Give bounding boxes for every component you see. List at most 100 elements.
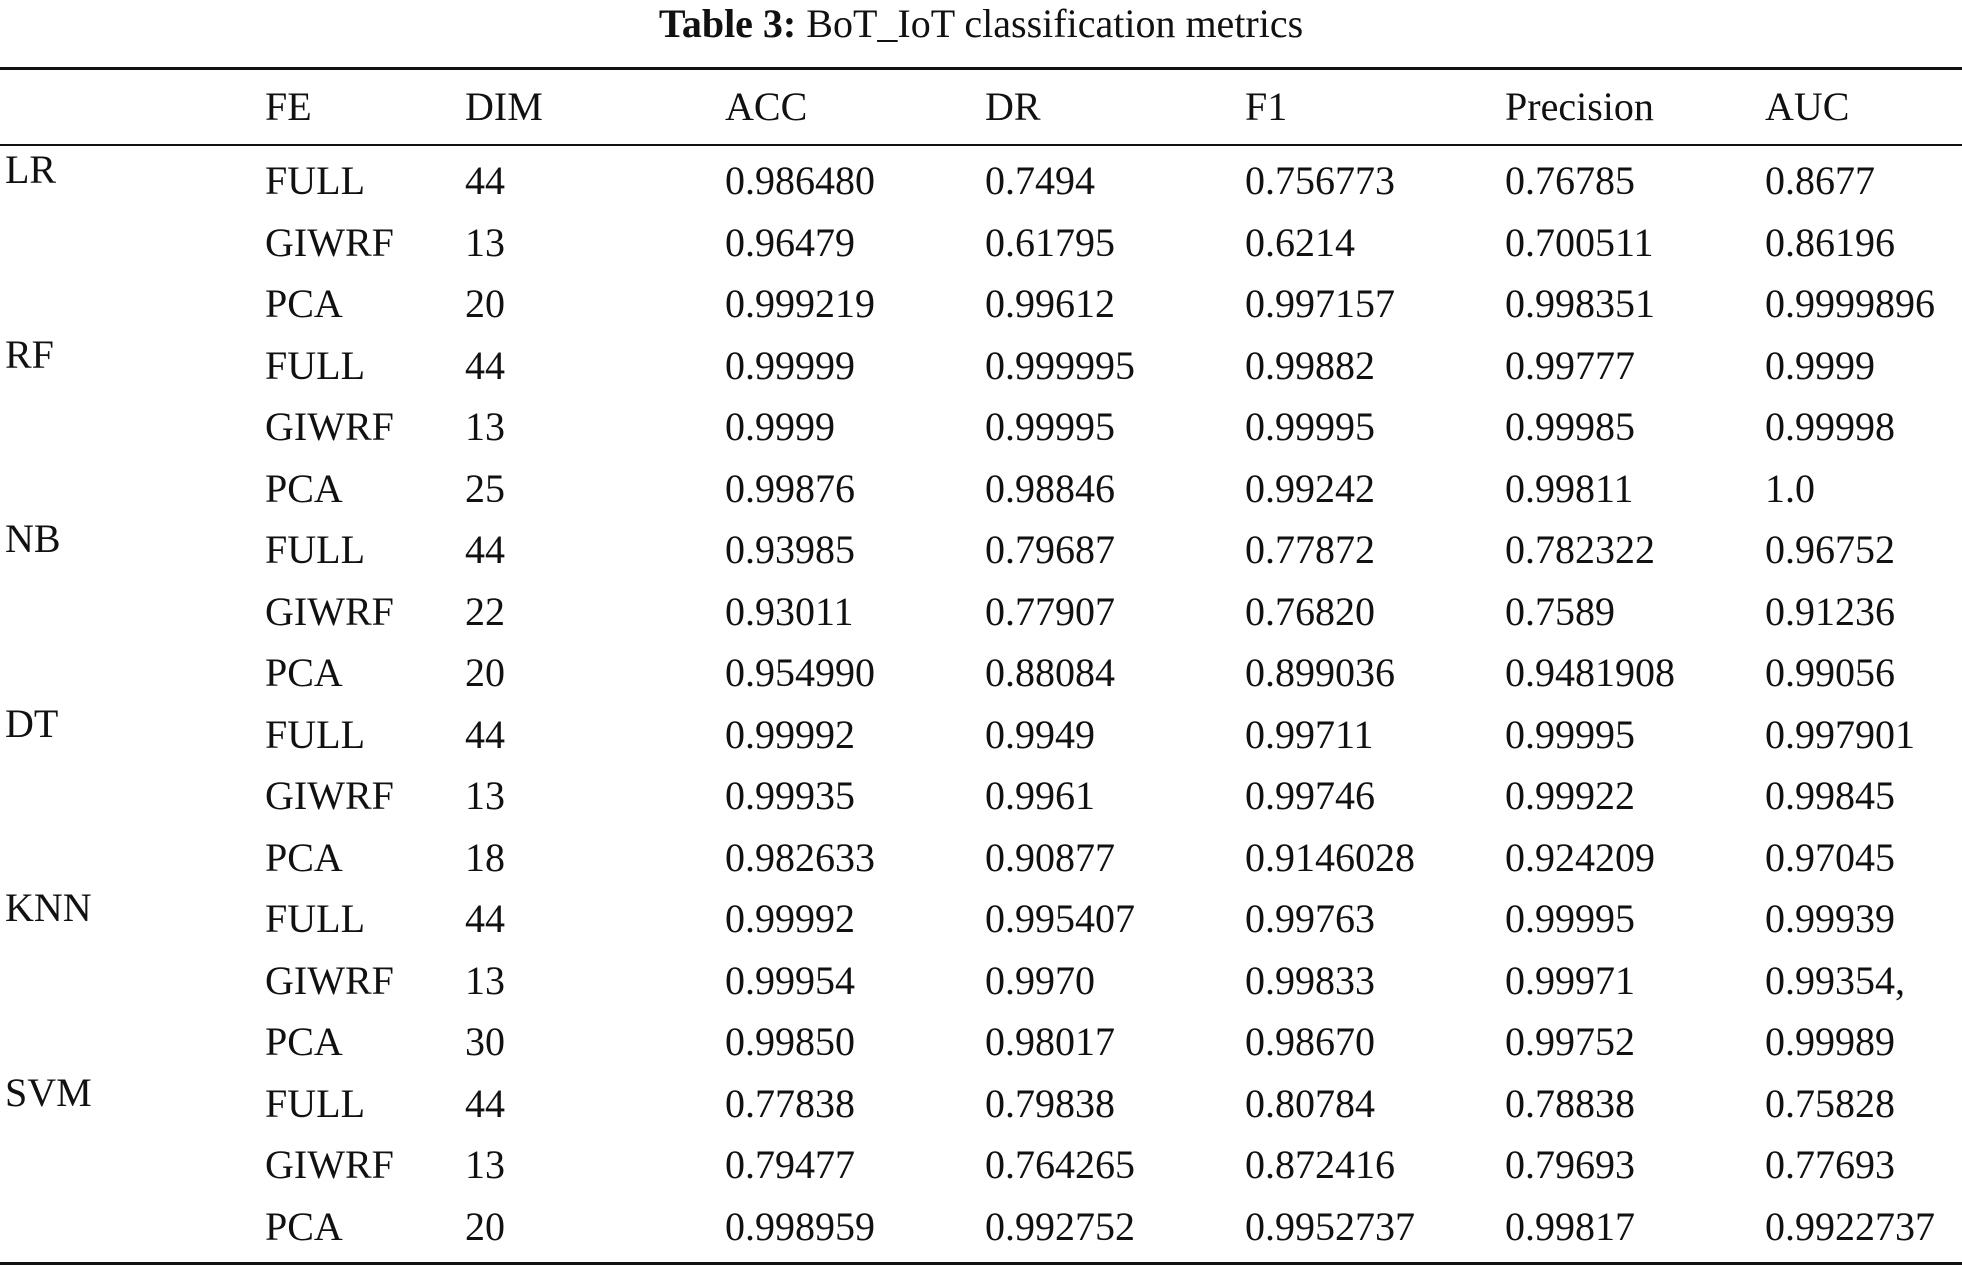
table-header: FE DIM ACC DR F1 Precision AUC bbox=[0, 70, 1962, 144]
model-cell: RF bbox=[5, 331, 54, 377]
fe-cell: GIWRF bbox=[265, 773, 394, 818]
model-cell bbox=[5, 1134, 265, 1196]
f1-cell: 0.99763 bbox=[1245, 896, 1375, 941]
table-row: LR FULL 44 0.986480 0.7494 0.756773 0.76785 0.8… bbox=[0, 150, 1962, 212]
auc-cell: 0.9999 bbox=[1765, 342, 1875, 388]
f1-cell: 0.6214 bbox=[1245, 219, 1355, 265]
fe-cell: FULL bbox=[265, 158, 365, 203]
model-cell bbox=[5, 273, 265, 335]
dim-cell: 44 bbox=[465, 1080, 505, 1126]
f1-cell: 0.9952737 bbox=[1245, 1203, 1415, 1249]
header-precision: Precision bbox=[1505, 84, 1654, 129]
caption-text: BoT_IoT classification metrics bbox=[806, 1, 1304, 46]
dr-cell: 0.992752 bbox=[985, 1203, 1135, 1249]
precision-cell: 0.99817 bbox=[1505, 1203, 1635, 1249]
model-cell bbox=[5, 950, 265, 1012]
f1-cell: 0.99995 bbox=[1245, 404, 1375, 449]
auc-cell: 0.99845 bbox=[1765, 773, 1895, 818]
auc-cell: 0.997901 bbox=[1765, 711, 1915, 757]
fe-cell: GIWRF bbox=[265, 404, 394, 449]
dim-cell: 20 bbox=[465, 281, 505, 326]
header-dr: DR bbox=[985, 84, 1041, 129]
f1-cell: 0.77872 bbox=[1245, 527, 1375, 572]
acc-cell: 0.998959 bbox=[725, 1203, 875, 1249]
dim-cell: 13 bbox=[465, 773, 505, 818]
model-cell: NB bbox=[5, 516, 61, 561]
dr-cell: 0.88084 bbox=[985, 650, 1115, 695]
fe-cell: FULL bbox=[265, 711, 365, 757]
auc-cell: 0.77693 bbox=[1765, 1142, 1895, 1187]
dim-cell: 22 bbox=[465, 588, 505, 634]
model-cell: KNN bbox=[5, 885, 92, 930]
f1-cell: 0.80784 bbox=[1245, 1080, 1375, 1126]
precision-cell: 0.99985 bbox=[1505, 404, 1635, 449]
dim-cell: 18 bbox=[465, 834, 505, 880]
dr-cell: 0.9970 bbox=[985, 957, 1095, 1003]
auc-cell: 0.99056 bbox=[1765, 650, 1895, 695]
acc-cell: 0.99876 bbox=[725, 465, 855, 511]
f1-cell: 0.99242 bbox=[1245, 465, 1375, 511]
dim-cell: 13 bbox=[465, 404, 505, 449]
auc-cell: 0.86196 bbox=[1765, 219, 1895, 265]
dr-cell: 0.98017 bbox=[985, 1019, 1115, 1064]
auc-cell: 0.9922737 bbox=[1765, 1203, 1935, 1249]
auc-cell: 0.99989 bbox=[1765, 1019, 1895, 1064]
precision-cell: 0.79693 bbox=[1505, 1142, 1635, 1187]
dim-cell: 44 bbox=[465, 711, 505, 757]
acc-cell: 0.9999 bbox=[725, 404, 835, 449]
fe-cell: PCA bbox=[265, 834, 343, 880]
table-row: SVM FULL 44 0.77838 0.79838 0.80784 0.78838 0.7… bbox=[0, 1072, 1962, 1135]
table-row: GIWRF 13 0.9999 0.99995 0.99995 0.99985 0.9999… bbox=[0, 396, 1962, 458]
fe-cell: FULL bbox=[265, 1080, 365, 1126]
precision-cell: 0.7589 bbox=[1505, 588, 1615, 634]
precision-cell: 0.99777 bbox=[1505, 342, 1635, 388]
dr-cell: 0.90877 bbox=[985, 834, 1115, 880]
precision-cell: 0.9481908 bbox=[1505, 650, 1675, 695]
dr-cell: 0.9949 bbox=[985, 711, 1095, 757]
header-auc: AUC bbox=[1765, 84, 1850, 129]
table-row: GIWRF 13 0.99954 0.9970 0.99833 0.99971 0.9935… bbox=[0, 950, 1962, 1012]
dr-cell: 0.999995 bbox=[985, 342, 1135, 388]
model-cell bbox=[5, 396, 265, 458]
fe-cell: FULL bbox=[265, 527, 365, 572]
table-row: RF FULL 44 0.99999 0.999995 0.99882 0.99777 0.9… bbox=[0, 331, 1962, 397]
auc-cell: 0.8677 bbox=[1765, 158, 1875, 203]
dim-cell: 44 bbox=[465, 342, 505, 388]
acc-cell: 0.982633 bbox=[725, 834, 875, 880]
header-fe: FE bbox=[265, 84, 312, 129]
precision-cell: 0.99971 bbox=[1505, 957, 1635, 1003]
dr-cell: 0.764265 bbox=[985, 1142, 1135, 1187]
dim-cell: 44 bbox=[465, 896, 505, 941]
table-row: PCA 20 0.954990 0.88084 0.899036 0.9481908 0.9… bbox=[0, 642, 1962, 704]
header-dim: DIM bbox=[465, 84, 543, 129]
table-row: PCA 25 0.99876 0.98846 0.99242 0.99811 1.0 bbox=[0, 458, 1962, 520]
dim-cell: 44 bbox=[465, 527, 505, 572]
fe-cell: FULL bbox=[265, 896, 365, 941]
dr-cell: 0.99612 bbox=[985, 281, 1115, 326]
f1-cell: 0.872416 bbox=[1245, 1142, 1395, 1187]
fe-cell: GIWRF bbox=[265, 588, 394, 634]
top-rule bbox=[0, 67, 1962, 70]
f1-cell: 0.899036 bbox=[1245, 650, 1395, 695]
dim-cell: 44 bbox=[465, 158, 505, 203]
acc-cell: 0.986480 bbox=[725, 158, 875, 203]
table-row: PCA 18 0.982633 0.90877 0.9146028 0.924209 0.9… bbox=[0, 827, 1962, 889]
table-row: GIWRF 13 0.79477 0.764265 0.872416 0.79693 0.7… bbox=[0, 1134, 1962, 1196]
precision-cell: 0.99995 bbox=[1505, 896, 1635, 941]
auc-cell: 0.99998 bbox=[1765, 404, 1895, 449]
model-cell: DT bbox=[5, 700, 59, 746]
f1-cell: 0.98670 bbox=[1245, 1019, 1375, 1064]
table-row: PCA 20 0.998959 0.992752 0.9952737 0.99817 0.9… bbox=[0, 1196, 1962, 1258]
table-row: GIWRF 13 0.96479 0.61795 0.6214 0.700511 0.861… bbox=[0, 212, 1962, 274]
dr-cell: 0.7494 bbox=[985, 158, 1095, 203]
precision-cell: 0.99811 bbox=[1505, 465, 1634, 511]
precision-cell: 0.99922 bbox=[1505, 773, 1635, 818]
auc-cell: 0.97045 bbox=[1765, 834, 1895, 880]
auc-cell: 0.96752 bbox=[1765, 527, 1895, 572]
dim-cell: 25 bbox=[465, 465, 505, 511]
table-row: NB FULL 44 0.93985 0.79687 0.77872 0.782322 0.9… bbox=[0, 519, 1962, 581]
model-cell bbox=[5, 458, 265, 520]
table-caption: Table 3: BoT_IoT classification metrics bbox=[0, 0, 1962, 50]
f1-cell: 0.9146028 bbox=[1245, 834, 1415, 880]
model-cell bbox=[5, 1011, 265, 1073]
